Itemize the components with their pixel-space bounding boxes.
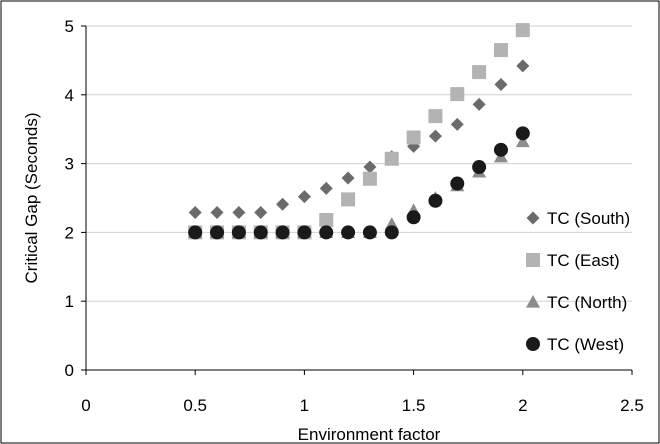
x-tick-label: 0.5 [183, 396, 207, 415]
legend-marker [526, 253, 540, 267]
legend-label: TC (North) [547, 293, 627, 312]
y-tick-label: 3 [65, 155, 74, 174]
data-point [232, 205, 246, 219]
data-point [516, 59, 530, 73]
legend-marker [526, 295, 540, 308]
data-point [493, 43, 508, 58]
y-axis-label: Critical Gap (Seconds) [22, 112, 41, 283]
x-tick-label: 1 [300, 396, 309, 415]
data-point [297, 225, 312, 240]
data-point [472, 65, 487, 80]
data-point [384, 151, 399, 166]
data-point [276, 197, 290, 211]
legend-item: TC (South) [526, 209, 630, 228]
data-point [406, 210, 421, 225]
x-tick-label: 1.5 [402, 396, 426, 415]
data-point [493, 142, 508, 157]
data-point [472, 160, 487, 175]
series-circle [188, 126, 530, 240]
data-point [275, 225, 290, 240]
data-point [319, 225, 334, 240]
y-tick-label: 0 [65, 361, 74, 380]
legend-label: TC (South) [547, 209, 630, 228]
legend-item: TC (West) [526, 335, 624, 354]
data-point [362, 225, 377, 240]
data-point [231, 225, 246, 240]
data-point [188, 205, 202, 219]
axes [81, 25, 633, 375]
data-point [341, 171, 355, 185]
x-tick-labels: 0 0.5 1 1.5 2 2.5 [81, 396, 644, 415]
data-point [253, 225, 268, 240]
data-point [472, 97, 486, 111]
data-point [210, 205, 224, 219]
y-tick-label: 1 [65, 292, 74, 311]
data-point [210, 225, 225, 240]
data-point [188, 225, 203, 240]
data-point [297, 190, 311, 204]
data-point [515, 126, 530, 141]
data-point [450, 176, 465, 191]
legend: TC (South) TC (East) TC (North) TC (West) [526, 209, 630, 354]
data-point [254, 205, 268, 219]
x-tick-label: 0 [81, 396, 90, 415]
data-point [406, 130, 421, 145]
data-point [341, 225, 356, 240]
x-axis-label: Environment factor [298, 425, 441, 444]
data-point [428, 129, 442, 143]
data-point [515, 134, 530, 148]
data-point [450, 117, 464, 131]
y-tick-label: 2 [65, 223, 74, 242]
data-point [428, 193, 443, 208]
x-tick-label: 2.5 [620, 396, 644, 415]
legend-marker [526, 211, 540, 225]
data-point [428, 109, 443, 124]
data-point [362, 171, 377, 186]
data-point [363, 160, 377, 174]
y-tick-label: 4 [65, 86, 74, 105]
data-point [319, 213, 334, 228]
data-point [450, 87, 465, 102]
data-points [188, 23, 530, 240]
legend-label: TC (East) [547, 251, 620, 270]
data-point [515, 23, 530, 38]
y-tick-label: 5 [65, 17, 74, 36]
x-tick-label: 2 [518, 396, 527, 415]
data-point [384, 225, 399, 240]
legend-item: TC (East) [526, 251, 620, 270]
data-point [494, 77, 508, 91]
gridlines [86, 25, 632, 302]
legend-item: TC (North) [526, 293, 627, 312]
legend-marker [526, 337, 540, 351]
data-point [341, 192, 356, 207]
y-tick-labels: 0 1 2 3 4 5 [65, 17, 74, 380]
data-point [319, 181, 333, 195]
legend-label: TC (West) [547, 335, 624, 354]
